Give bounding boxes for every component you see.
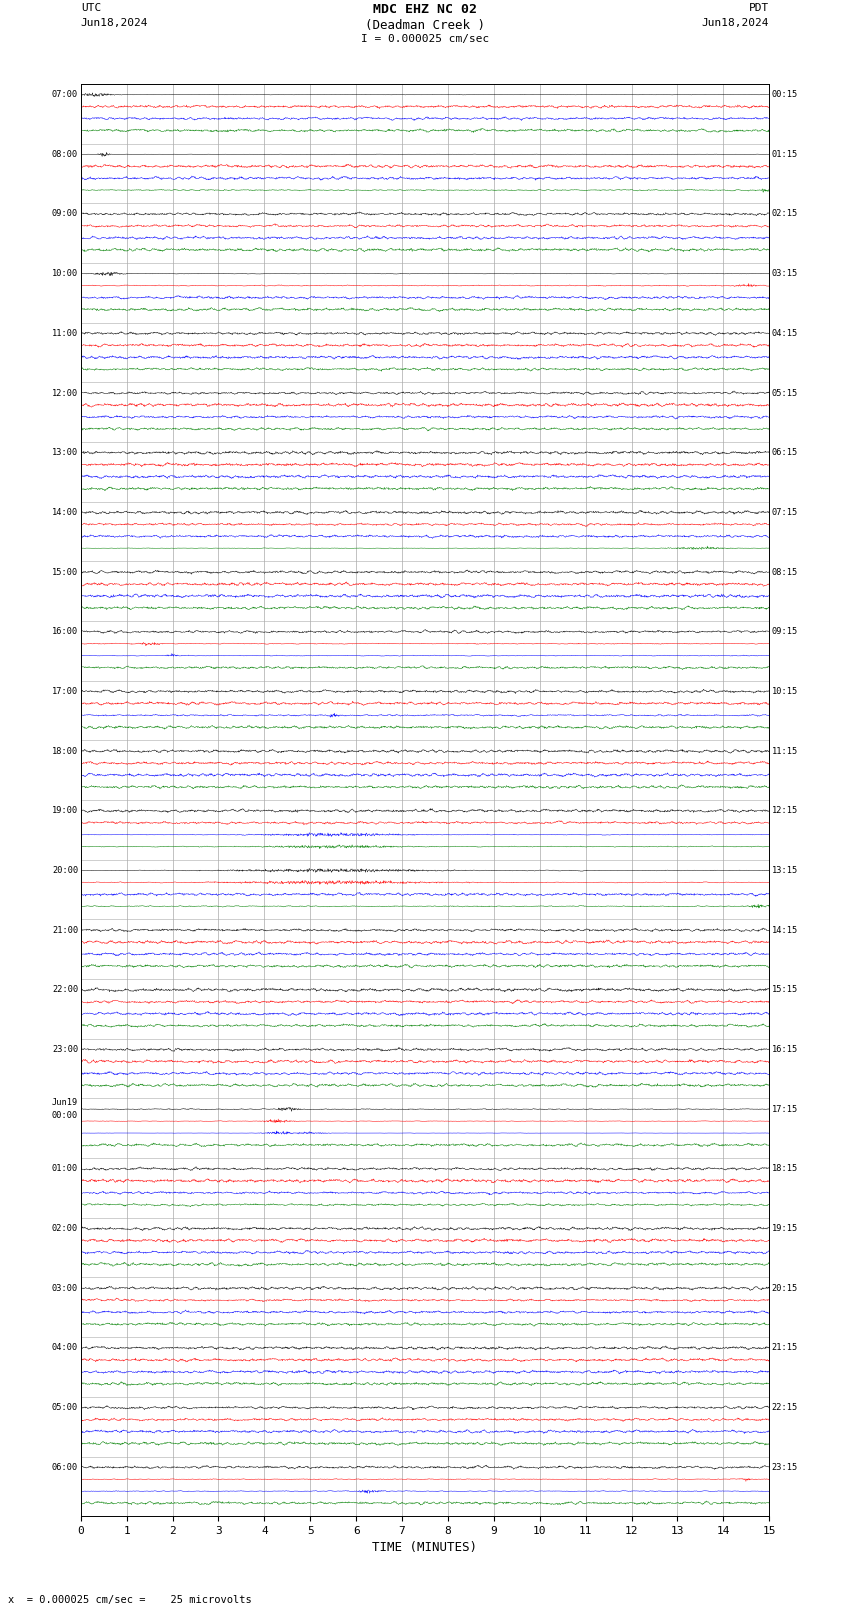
Text: 04:00: 04:00 xyxy=(52,1344,78,1352)
Text: 15:00: 15:00 xyxy=(52,568,78,576)
Text: 02:00: 02:00 xyxy=(52,1224,78,1232)
Text: 06:00: 06:00 xyxy=(52,1463,78,1471)
Text: PDT: PDT xyxy=(749,3,769,13)
Text: 21:00: 21:00 xyxy=(52,926,78,934)
Text: 23:15: 23:15 xyxy=(772,1463,798,1471)
Text: 18:00: 18:00 xyxy=(52,747,78,755)
Text: 03:00: 03:00 xyxy=(52,1284,78,1292)
Text: 09:00: 09:00 xyxy=(52,210,78,218)
Text: 22:00: 22:00 xyxy=(52,986,78,994)
Text: 18:15: 18:15 xyxy=(772,1165,798,1173)
Text: 21:15: 21:15 xyxy=(772,1344,798,1352)
Text: 11:15: 11:15 xyxy=(772,747,798,755)
Text: (Deadman Creek ): (Deadman Creek ) xyxy=(365,19,485,32)
Text: 04:15: 04:15 xyxy=(772,329,798,337)
Text: 15:15: 15:15 xyxy=(772,986,798,994)
Text: 05:00: 05:00 xyxy=(52,1403,78,1411)
Text: I = 0.000025 cm/sec: I = 0.000025 cm/sec xyxy=(361,34,489,44)
Text: Jun18,2024: Jun18,2024 xyxy=(702,18,769,27)
Text: 12:15: 12:15 xyxy=(772,806,798,815)
Text: 01:15: 01:15 xyxy=(772,150,798,158)
Text: Jun19: Jun19 xyxy=(52,1098,78,1107)
Text: 08:15: 08:15 xyxy=(772,568,798,576)
Text: 07:00: 07:00 xyxy=(52,90,78,98)
Text: 00:15: 00:15 xyxy=(772,90,798,98)
Text: 09:15: 09:15 xyxy=(772,627,798,636)
Text: 17:15: 17:15 xyxy=(772,1105,798,1113)
Text: MDC EHZ NC 02: MDC EHZ NC 02 xyxy=(373,3,477,16)
Text: 14:00: 14:00 xyxy=(52,508,78,516)
Text: 13:15: 13:15 xyxy=(772,866,798,874)
Text: 01:00: 01:00 xyxy=(52,1165,78,1173)
Text: 05:15: 05:15 xyxy=(772,389,798,397)
Text: 19:15: 19:15 xyxy=(772,1224,798,1232)
X-axis label: TIME (MINUTES): TIME (MINUTES) xyxy=(372,1542,478,1555)
Text: Jun18,2024: Jun18,2024 xyxy=(81,18,148,27)
Text: 20:00: 20:00 xyxy=(52,866,78,874)
Text: 06:15: 06:15 xyxy=(772,448,798,456)
Text: 11:00: 11:00 xyxy=(52,329,78,337)
Text: 02:15: 02:15 xyxy=(772,210,798,218)
Text: x  = 0.000025 cm/sec =    25 microvolts: x = 0.000025 cm/sec = 25 microvolts xyxy=(8,1595,252,1605)
Text: 10:00: 10:00 xyxy=(52,269,78,277)
Text: 19:00: 19:00 xyxy=(52,806,78,815)
Text: 14:15: 14:15 xyxy=(772,926,798,934)
Text: 16:15: 16:15 xyxy=(772,1045,798,1053)
Text: 07:15: 07:15 xyxy=(772,508,798,516)
Text: 17:00: 17:00 xyxy=(52,687,78,695)
Text: 00:00: 00:00 xyxy=(52,1111,78,1119)
Text: 13:00: 13:00 xyxy=(52,448,78,456)
Text: 08:00: 08:00 xyxy=(52,150,78,158)
Text: 03:15: 03:15 xyxy=(772,269,798,277)
Text: 12:00: 12:00 xyxy=(52,389,78,397)
Text: 23:00: 23:00 xyxy=(52,1045,78,1053)
Text: 22:15: 22:15 xyxy=(772,1403,798,1411)
Text: 16:00: 16:00 xyxy=(52,627,78,636)
Text: 20:15: 20:15 xyxy=(772,1284,798,1292)
Text: UTC: UTC xyxy=(81,3,101,13)
Text: 10:15: 10:15 xyxy=(772,687,798,695)
